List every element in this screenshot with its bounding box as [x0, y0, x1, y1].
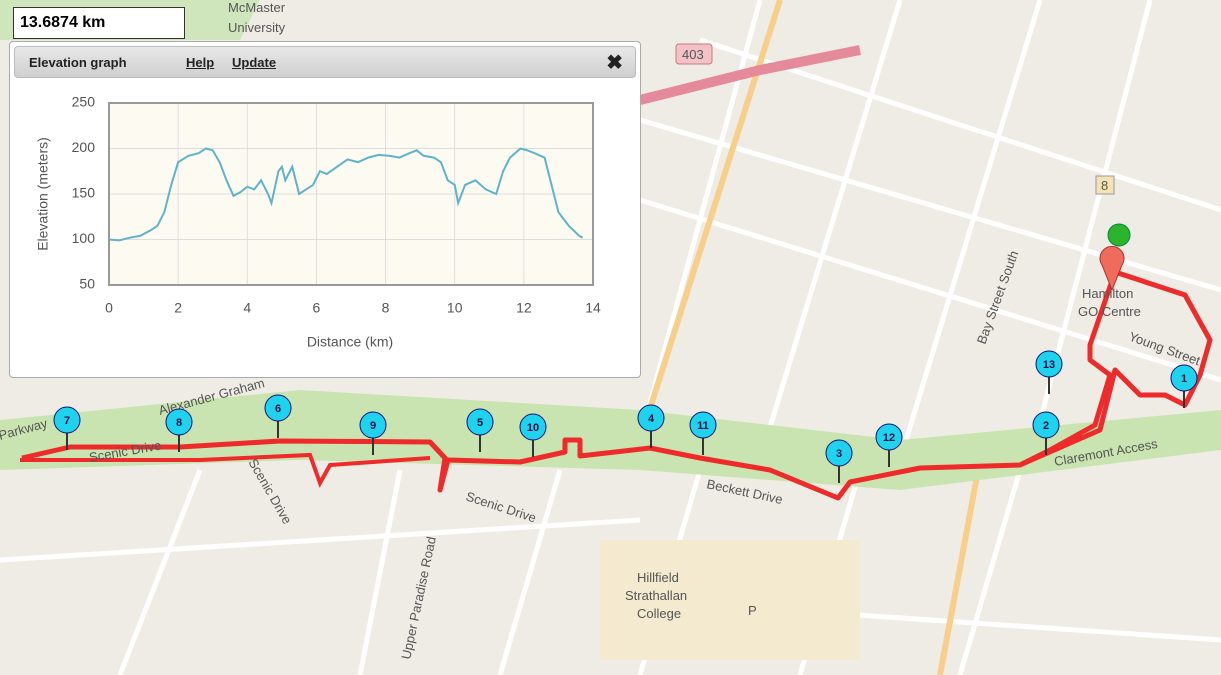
- marker-label: 9: [370, 420, 376, 432]
- y-tick-label: 150: [72, 185, 96, 201]
- marker-label: 8: [176, 417, 182, 429]
- marker-label: 1: [1181, 373, 1187, 385]
- park: [0, 390, 1221, 490]
- marker-head: [825, 439, 853, 467]
- marker-head: [689, 411, 717, 439]
- marker-label: 10: [527, 422, 539, 434]
- map-label: College: [637, 606, 681, 621]
- shield: [1095, 175, 1115, 195]
- distance-box: 13.6874 km: [13, 7, 185, 39]
- map-label: University: [228, 20, 286, 35]
- x-tick-label: 12: [516, 300, 532, 316]
- marker-label: 5: [477, 417, 483, 429]
- marker-label: 2: [1043, 420, 1049, 432]
- route: [20, 452, 431, 488]
- marker-label: 12: [883, 432, 895, 444]
- elevation-panel: Elevation graph Help Update ✖ Distance (…: [9, 41, 641, 378]
- y-axis-label: Elevation (meters): [35, 137, 51, 251]
- panel-title: Elevation graph: [29, 55, 127, 70]
- marker-head: [359, 411, 387, 439]
- x-tick-label: 8: [382, 300, 390, 316]
- marker-head: [1032, 411, 1060, 439]
- marker-label: 4: [648, 413, 655, 425]
- marker-head: [1035, 350, 1063, 378]
- close-button[interactable]: ✖: [606, 52, 623, 74]
- x-axis-label: Distance (km): [307, 334, 393, 350]
- marker-head: [519, 413, 547, 441]
- map-label: 8: [1101, 178, 1108, 193]
- elevation-line: [108, 147, 584, 242]
- map-label: GO Centre: [1078, 304, 1141, 319]
- help-link[interactable]: Help: [186, 55, 215, 70]
- marker-label: 3: [836, 448, 842, 460]
- y-tick-label: 250: [72, 94, 96, 110]
- map-label: McMaster: [228, 0, 286, 15]
- elevation-chart: Distance (km) Elevation (meters) 5010015…: [35, 94, 601, 350]
- update-link[interactable]: Update: [232, 55, 277, 70]
- map-label: Hillfield: [637, 570, 679, 585]
- endpoint-markers[interactable]: [1099, 223, 1131, 292]
- y-tick-label: 100: [72, 230, 96, 246]
- start-marker[interactable]: [1107, 223, 1131, 247]
- map-label: Hamilton: [1082, 286, 1133, 301]
- map-label: Strathallan: [625, 588, 687, 603]
- x-tick-label: 10: [447, 300, 463, 316]
- map-label: 403: [682, 47, 704, 62]
- marker-label: 7: [64, 415, 70, 427]
- x-tick-label: 14: [585, 300, 601, 316]
- panel-header: Elevation graph Help Update ✖: [14, 46, 636, 78]
- marker-head: [1170, 364, 1198, 392]
- y-tick-label: 50: [79, 276, 95, 292]
- x-tick-label: 2: [174, 300, 182, 316]
- main-road: [937, 459, 983, 675]
- marker-head: [264, 394, 292, 422]
- highway: [638, 45, 861, 105]
- marker-head: [875, 423, 903, 451]
- plot-border: [108, 102, 594, 286]
- marker-label: 11: [697, 420, 709, 432]
- x-tick-label: 6: [313, 300, 321, 316]
- marker-head: [53, 406, 81, 434]
- end-marker[interactable]: [1099, 245, 1125, 292]
- marker-label: 6: [275, 403, 281, 415]
- marker-head: [637, 404, 665, 432]
- y-tick-label: 200: [72, 139, 96, 155]
- marker-head: [165, 408, 193, 436]
- shield: [675, 43, 713, 65]
- x-tick-label: 4: [243, 300, 251, 316]
- x-tick-label: 0: [105, 300, 113, 316]
- marker-label: 13: [1043, 359, 1055, 371]
- map-label: P: [748, 603, 757, 618]
- campus: [600, 540, 860, 660]
- marker-head: [466, 408, 494, 436]
